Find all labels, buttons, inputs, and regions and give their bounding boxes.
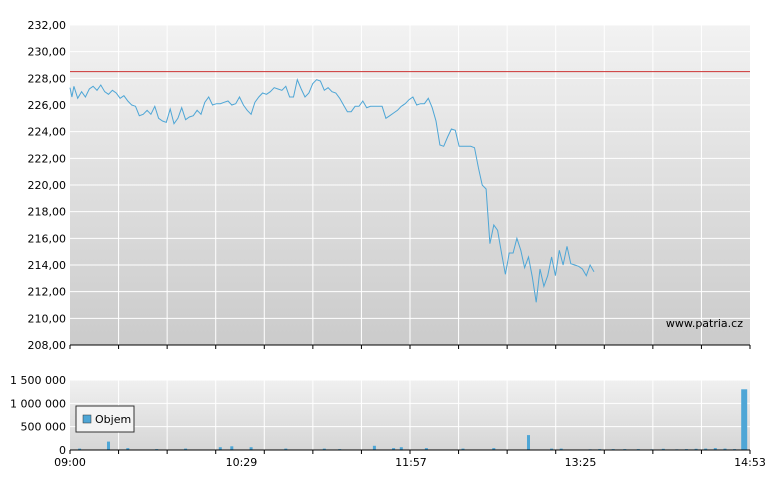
- legend: Objem: [75, 405, 135, 433]
- price-y-tick-label: 228,00: [28, 72, 67, 85]
- price-y-tick-label: 210,00: [28, 312, 67, 325]
- price-y-tick-label: 214,00: [28, 259, 67, 272]
- volume-bar: [461, 448, 465, 450]
- x-tick-label: 10:29: [226, 456, 258, 469]
- legend-label: Objem: [95, 413, 131, 426]
- x-tick-label: 13:25: [565, 456, 597, 469]
- volume-bar: [399, 447, 403, 450]
- volume-y-axis: 1 500 000 1 000 000 500 000 0: [10, 374, 66, 457]
- volume-bar: [284, 448, 288, 450]
- volume-bar: [527, 435, 530, 450]
- volume-bar: [492, 448, 496, 450]
- volume-bar: [550, 448, 554, 450]
- volume-bar: [372, 445, 376, 450]
- volume-x-ticks: 09:00 10:29 11:57 13:25 14:53: [54, 450, 766, 469]
- volume-bar: [230, 446, 234, 450]
- volume-bar: [559, 448, 563, 450]
- legend-swatch: [82, 414, 92, 424]
- price-grid: [70, 24, 750, 345]
- volume-bar: [424, 448, 428, 450]
- volume-bar: [322, 448, 326, 450]
- volume-bar: [78, 448, 82, 450]
- volume-bar: [713, 448, 717, 450]
- x-tick-label: 14:53: [734, 456, 766, 469]
- volume-bar: [392, 448, 396, 450]
- price-y-tick-label: 212,00: [28, 286, 67, 299]
- price-y-tick-label: 226,00: [28, 99, 67, 112]
- price-y-tick-label: 230,00: [28, 46, 67, 59]
- volume-grid: [70, 379, 750, 450]
- volume-bar: [741, 389, 748, 450]
- price-y-tick-label: 222,00: [28, 152, 67, 165]
- volume-bar: [694, 448, 698, 450]
- volume-y-tick-label: 0: [59, 444, 66, 457]
- volume-bar: [218, 447, 222, 450]
- volume-bar: [661, 448, 665, 450]
- price-series-line: [69, 78, 595, 303]
- volume-bar: [107, 441, 110, 450]
- volume-bar: [184, 448, 188, 450]
- volume-bar: [704, 448, 708, 450]
- price-y-tick-label: 208,00: [28, 339, 67, 352]
- price-y-tick-label: 224,00: [28, 126, 67, 139]
- volume-y-tick-label: 500 000: [21, 421, 67, 434]
- price-y-tick-label: 216,00: [28, 232, 67, 245]
- volume-bar: [126, 448, 130, 450]
- price-y-axis: 232,00 230,00 228,00 226,00 224,00 222,00 220,…: [28, 19, 67, 352]
- volume-y-tick-label: 1 500 000: [10, 374, 66, 387]
- price-x-ticks: [69, 345, 751, 349]
- volume-y-tick-label: 1 000 000: [10, 397, 66, 410]
- price-y-tick-label: 218,00: [28, 206, 67, 219]
- volume-bar: [723, 448, 727, 450]
- watermark: www.patria.cz: [666, 317, 743, 330]
- price-y-tick-label: 232,00: [28, 19, 67, 32]
- x-tick-label: 09:00: [54, 456, 86, 469]
- volume-bar: [249, 447, 253, 450]
- x-tick-label: 11:57: [395, 456, 427, 469]
- price-y-tick-label: 220,00: [28, 179, 67, 192]
